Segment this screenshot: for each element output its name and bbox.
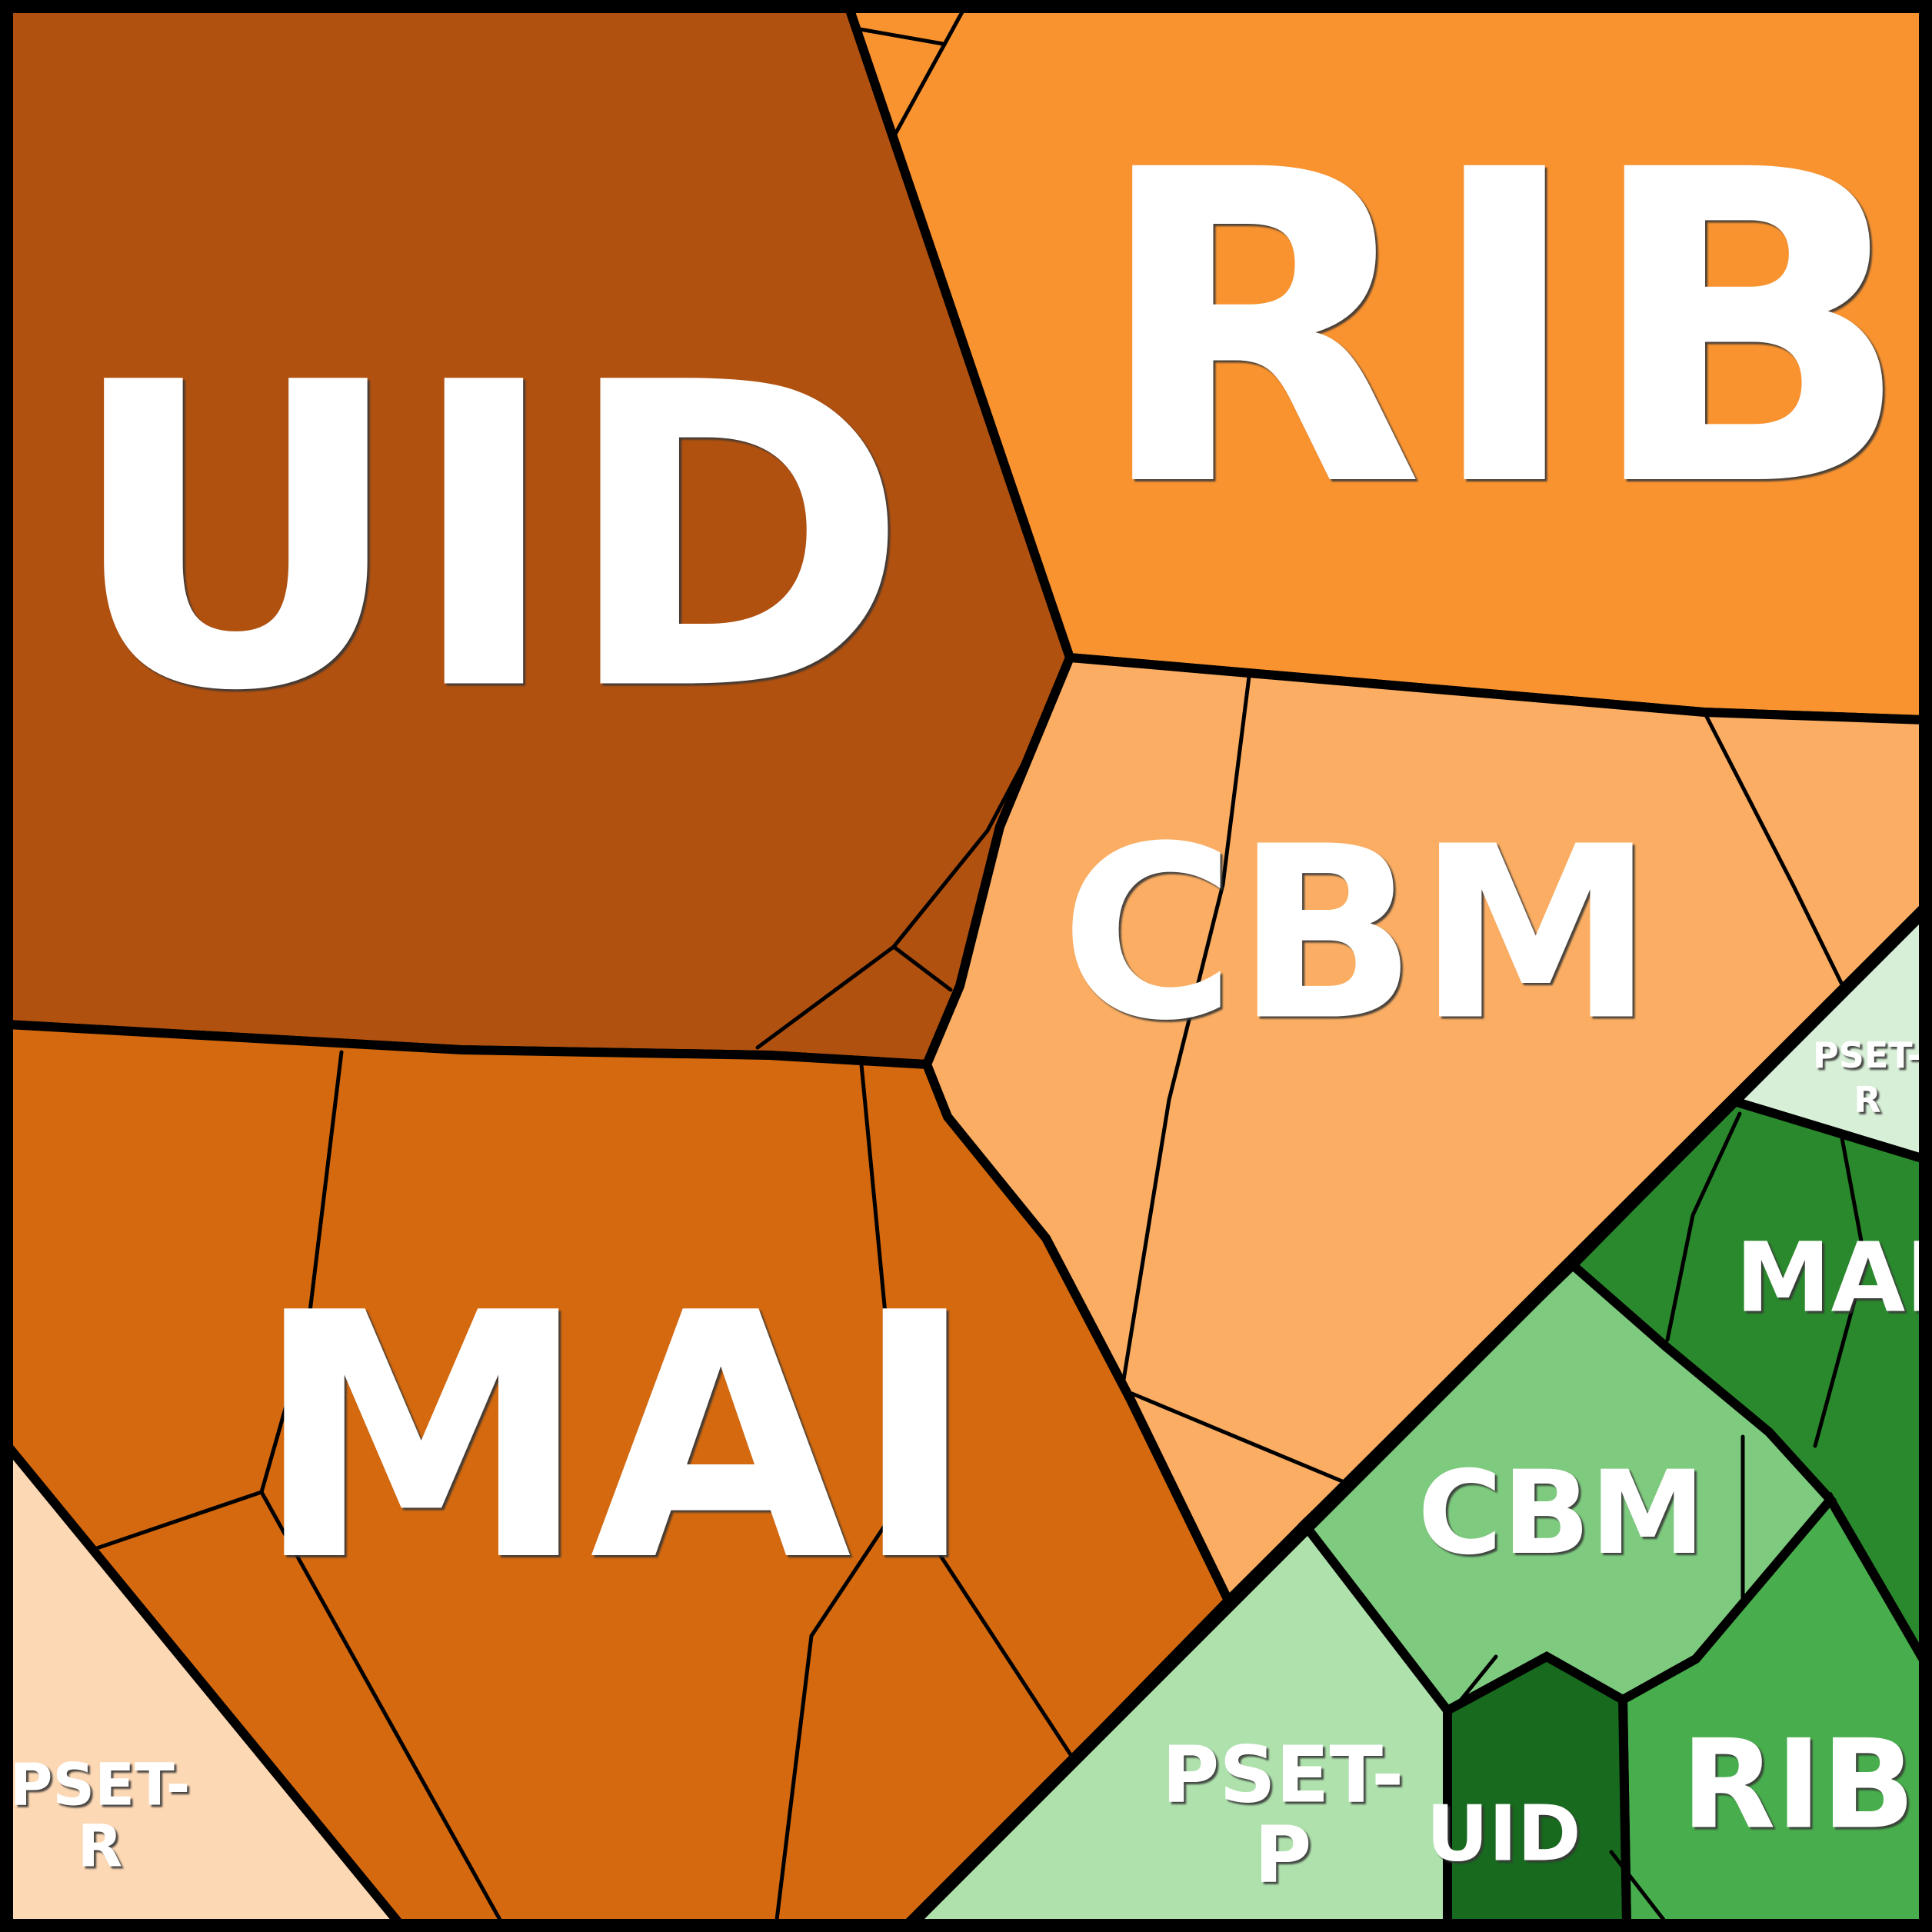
- treemap-label-green-pset-p-line1: PSET-: [1162, 1730, 1404, 1821]
- subcell-divider: [1121, 668, 1252, 1387]
- subcell-divider: [259, 1490, 502, 1922]
- treemap-label-orange-mai: MAI: [253, 1241, 978, 1635]
- subcell-divider: [1451, 1654, 1498, 1711]
- subcell-divider: [1702, 710, 1844, 985]
- labels-layer: UID RIBCBMMAIPSET-RPSET-RMAICBMRIBUIDPSET…: [10, 80, 1932, 1901]
- subcell-divider: [859, 1062, 905, 1501]
- group-divider-line: [899, 897, 1932, 1932]
- group-divider-layer: [899, 897, 1932, 1932]
- treemap-label-green-cbm: CBM: [1417, 1447, 1705, 1581]
- subcell-divider: [90, 1490, 264, 1552]
- treemap-label-orange-rib: RIB: [1093, 80, 1913, 581]
- treemap-label-green-pset-r-line1: PSET-: [1813, 1034, 1922, 1076]
- subcell-divider: [809, 1496, 905, 1638]
- subcell-divider: [1665, 1111, 1742, 1342]
- treemap-label-orange-cbm: CBM: [1061, 796, 1654, 1074]
- subcell-borders-layer: [90, 7, 1867, 1929]
- subcell-divider: [755, 944, 896, 1050]
- treemap-label-green-rib: RIB: [1681, 1713, 1916, 1857]
- treemap-label-green-pset-p-line2: P: [1254, 1810, 1312, 1901]
- subcell-divider: [858, 27, 945, 46]
- subcell-divider: [891, 7, 966, 139]
- subcell-divider: [891, 944, 953, 992]
- treemap-label-green-pset-r-line2: R: [1854, 1079, 1880, 1121]
- treemap-label-orange-pset-r-line1: PSET-: [10, 1750, 191, 1819]
- treemap-label-green-mai: MAI: [1735, 1223, 1932, 1334]
- treemap-label-orange-uid: UID: [65, 295, 910, 783]
- subcell-divider: [891, 740, 1037, 949]
- subcell-divider: [1609, 1850, 1671, 1929]
- subcell-divider: [901, 1496, 1074, 1758]
- subcell-divider: [259, 1050, 344, 1494]
- subcell-divider: [1130, 1391, 1348, 1485]
- subcell-divider: [1813, 1136, 1867, 1448]
- subcell-divider: [774, 1634, 814, 1922]
- treemap-label-orange-pset-r-line2: R: [78, 1812, 123, 1880]
- treemap-label-green-uid: UID: [1426, 1789, 1581, 1879]
